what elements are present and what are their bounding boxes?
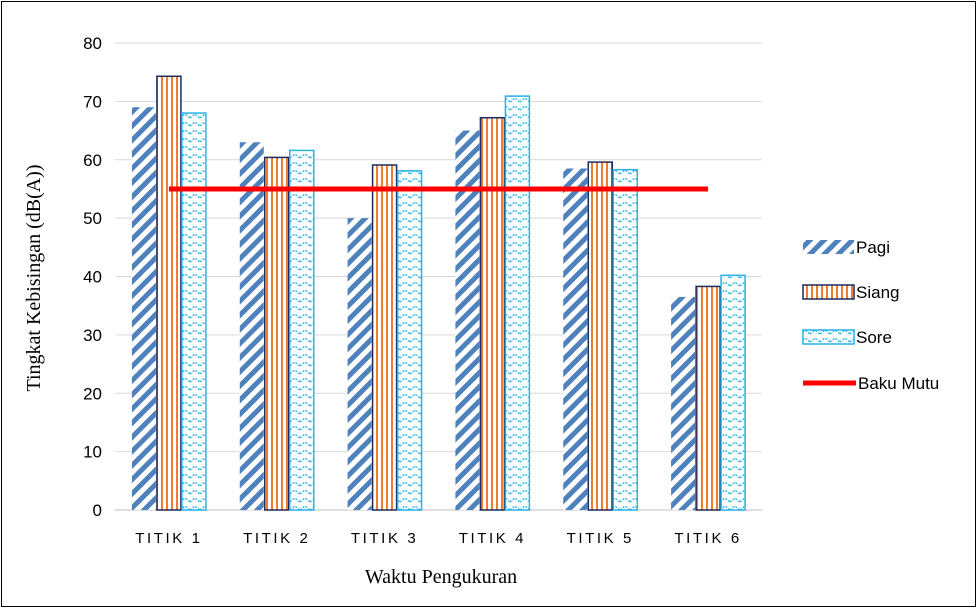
legend-swatch-siang (802, 284, 855, 300)
x-tick-label-titik-6: TITIK 6 (674, 530, 741, 547)
legend-label-siang: Siang (856, 283, 899, 302)
bar-siang-titik-3 (371, 164, 398, 511)
bar-siang-titik-5 (587, 161, 613, 511)
y-tick-label-30: 30 (83, 326, 102, 345)
y-tick-label-10: 10 (83, 443, 102, 462)
y-tick-label-50: 50 (83, 209, 102, 228)
bar-sore-titik-3 (396, 170, 423, 511)
bar-pagi-titik-5 (563, 168, 588, 510)
x-tick-label-titik-3: TITIK 3 (351, 530, 418, 547)
bar-pagi-titik-2 (239, 142, 264, 511)
bar-pagi-titik-3 (347, 218, 372, 510)
bar-sore-titik-6 (720, 274, 746, 511)
bar-siang-titik-1 (156, 75, 182, 511)
bar-sore-titik-5 (612, 168, 638, 511)
x-tick-label-titik-4: TITIK 4 (459, 530, 526, 547)
y-tick-label-60: 60 (83, 151, 102, 170)
legend-label-sore: Sore (856, 328, 892, 347)
x-tick-label-titik-1: TITIK 1 (135, 530, 202, 547)
y-axis-title: Tingkat Kebisingan (dB(A)) (23, 164, 45, 391)
bar-pagi-titik-4 (455, 130, 480, 510)
bar-sore-titik-2 (289, 149, 315, 511)
y-tick-label-80: 80 (83, 34, 102, 53)
bar-siang-titik-2 (264, 156, 290, 511)
legend-swatch-sore (802, 329, 855, 345)
y-tick-label-70: 70 (83, 92, 102, 111)
y-tick-label-20: 20 (83, 384, 102, 403)
bar-pagi-titik-6 (671, 296, 696, 510)
x-tick-label-titik-2: TITIK 2 (243, 530, 310, 547)
bar-siang-titik-4 (479, 116, 506, 511)
x-axis-title: Waktu Pengukuran (365, 566, 517, 588)
legend-label-baku-mutu: Baku Mutu (858, 374, 939, 393)
gridlines (115, 42, 762, 511)
x-axis-ticks: TITIK 1 TITIK 2 TITIK 3 TITIK 4 TITIK 5 TITIK… (135, 530, 741, 547)
bar-sore-titik-1 (181, 112, 207, 511)
bar-siang-titik-6 (695, 285, 721, 511)
bar-sore-titik-4 (504, 95, 531, 511)
legend: Pagi Siang Sore Baku Mutu (802, 238, 939, 393)
x-tick-label-titik-5: TITIK 5 (567, 530, 634, 547)
y-tick-label-0: 0 (93, 501, 102, 520)
bar-pagi-titik-1 (131, 107, 156, 511)
legend-swatch-pagi (803, 240, 854, 254)
y-tick-label-40: 40 (83, 268, 102, 287)
bars (131, 75, 746, 511)
legend-label-pagi: Pagi (856, 238, 890, 257)
y-axis-ticks: 0 10 20 30 40 50 60 70 80 (83, 34, 102, 520)
